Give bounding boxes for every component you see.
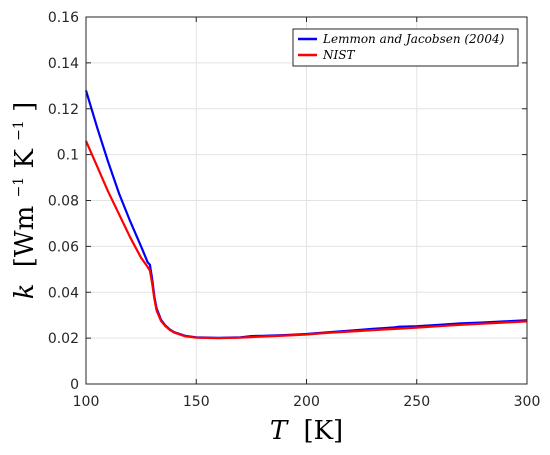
y-tick-label: 0.06 [48, 239, 79, 255]
y-tick-label: 0.14 [48, 56, 79, 72]
y-tick-label: 0 [70, 377, 79, 393]
y-axis-unit-k: K [10, 149, 40, 169]
legend-box [292, 28, 519, 67]
y-tick-label: 0.04 [48, 285, 79, 301]
x-axis-symbol: T [270, 416, 289, 446]
x-axis-unit: [K] [303, 416, 343, 446]
y-axis-ticks: 0 0.02 0.04 0.06 0.08 0.1 0.12 0.14 0.16 [48, 10, 527, 393]
legend: Lemmon and Jacobsen (2004) NIST [292, 28, 519, 67]
y-axis-symbol: k [10, 283, 40, 299]
x-axis-label: T [K] [270, 416, 343, 446]
y-axis-label: k [Wm −1 K −1 ] [0, 102, 40, 300]
x-tick-label: 150 [183, 394, 210, 410]
series-layer [84, 90, 528, 340]
y-tick-label: 0.08 [48, 194, 79, 210]
y-tick-label: 0.02 [48, 331, 79, 347]
y-tick-label: 0.16 [48, 10, 79, 26]
y-axis-unit-bracket-close: ] [10, 102, 40, 112]
series-line-1 [84, 140, 528, 340]
x-tick-label: 200 [293, 394, 320, 410]
x-tick-label: 250 [403, 394, 430, 410]
x-axis-ticks: 100 150 200 250 300 [73, 17, 541, 410]
legend-label-lemmon-jacobsen: Lemmon and Jacobsen (2004) [322, 32, 505, 46]
y-axis-unit-exponent-2: −1 [11, 120, 27, 141]
x-tick-label: 300 [514, 394, 541, 410]
y-tick-label: 0.12 [48, 102, 79, 118]
x-tick-label: 100 [73, 394, 100, 410]
legend-label-nist: NIST [322, 48, 355, 62]
y-tick-label: 0.1 [57, 148, 79, 164]
y-axis-unit-bracket-open: [Wm [10, 206, 40, 268]
y-axis-unit-exponent-1: −1 [11, 177, 27, 198]
